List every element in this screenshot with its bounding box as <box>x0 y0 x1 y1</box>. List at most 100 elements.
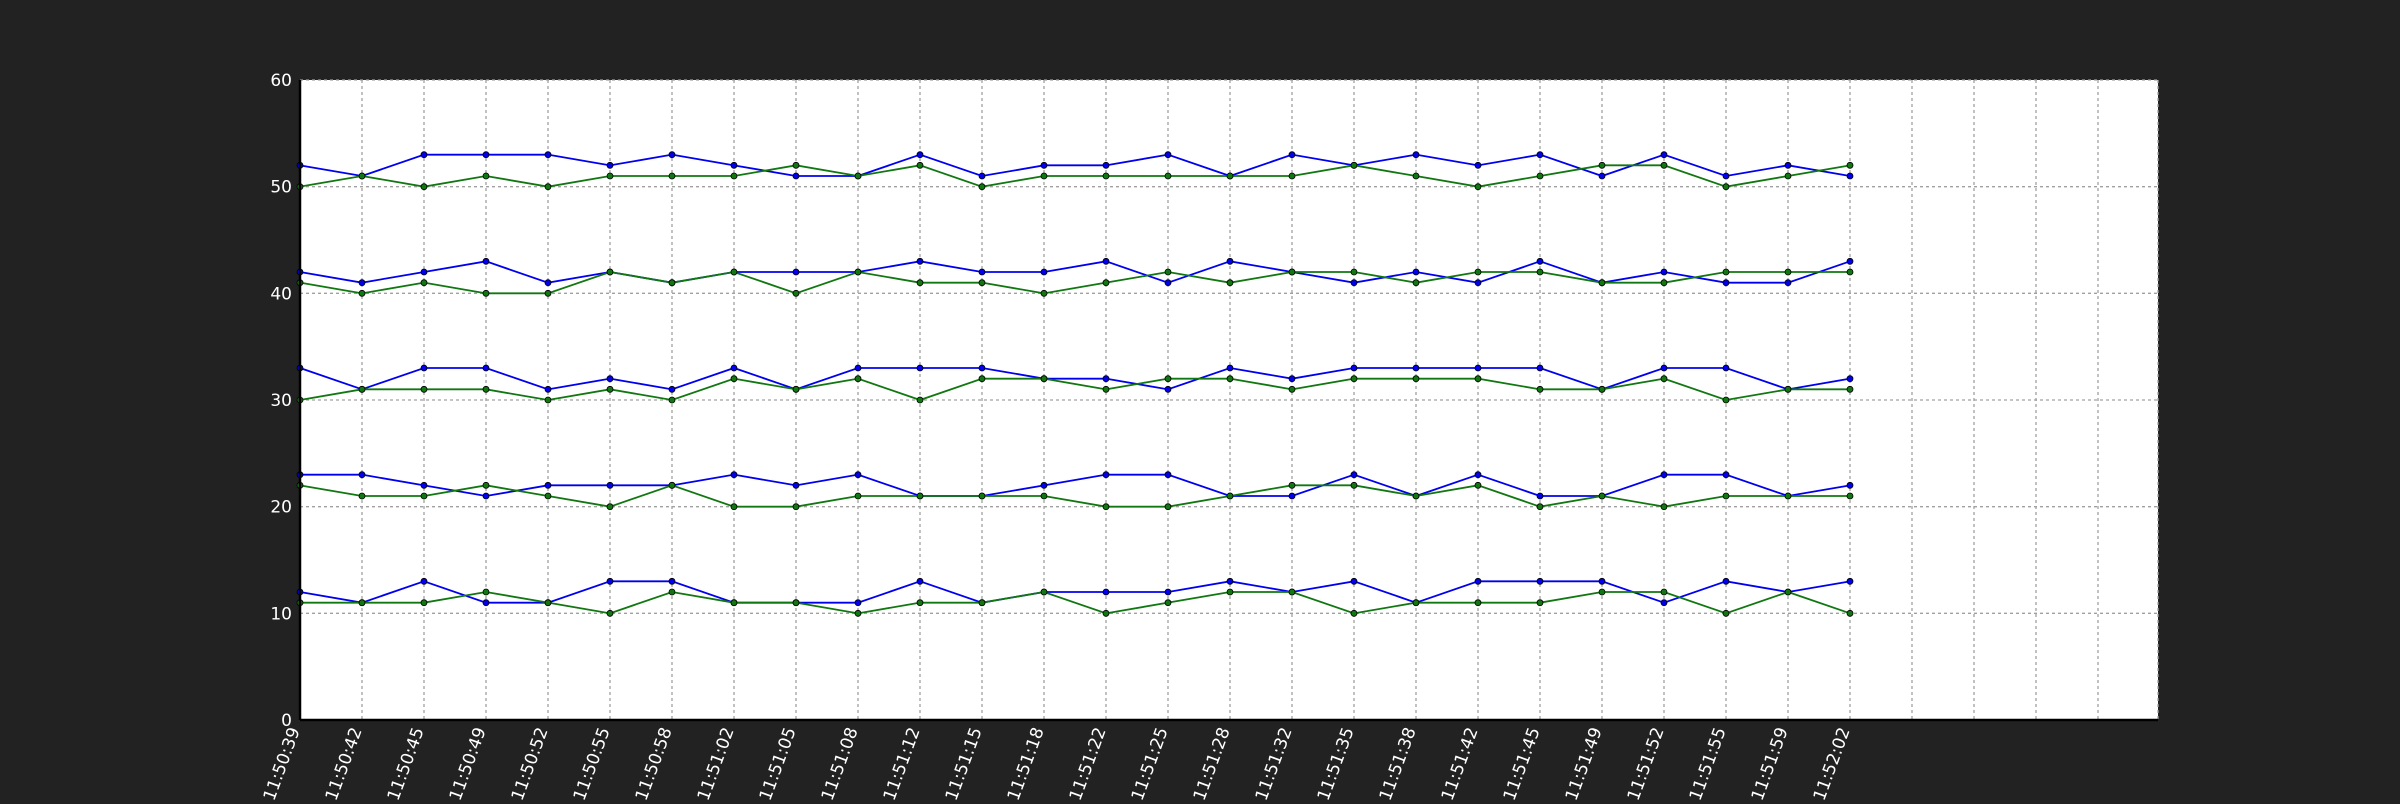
series-group <box>296 151 1854 617</box>
data-point <box>1536 364 1544 372</box>
data-point <box>1040 375 1048 383</box>
data-point <box>730 364 738 372</box>
data-point <box>1288 375 1296 383</box>
data-point <box>1164 279 1172 287</box>
data-point <box>1598 577 1606 585</box>
data-point <box>606 268 614 276</box>
data-point <box>668 172 676 180</box>
data-point <box>482 385 490 393</box>
data-point <box>1040 161 1048 169</box>
series-line <box>299 153 1851 177</box>
data-point <box>1040 289 1048 297</box>
data-point <box>1164 151 1172 159</box>
data-point <box>1722 471 1730 479</box>
data-point <box>1598 492 1606 500</box>
data-point <box>482 599 490 607</box>
data-point <box>1226 577 1234 585</box>
data-point <box>1164 503 1172 511</box>
data-point <box>1102 503 1110 511</box>
data-point <box>668 279 676 287</box>
data-point <box>1226 492 1234 500</box>
data-point <box>1474 481 1482 489</box>
y-tick-label: 30 <box>270 391 292 411</box>
data-point <box>1102 471 1110 479</box>
data-point <box>1660 375 1668 383</box>
data-point <box>358 599 366 607</box>
data-point <box>916 577 924 585</box>
data-point <box>420 279 428 287</box>
data-point <box>1474 577 1482 585</box>
data-point <box>668 481 676 489</box>
data-point <box>358 492 366 500</box>
data-point <box>1722 609 1730 617</box>
data-point <box>1474 268 1482 276</box>
data-point <box>358 385 366 393</box>
data-point <box>420 151 428 159</box>
data-point <box>1722 183 1730 191</box>
data-point <box>1536 268 1544 276</box>
data-point <box>1350 268 1358 276</box>
data-point <box>1040 481 1048 489</box>
series-2 <box>296 588 1854 617</box>
data-point <box>1350 279 1358 287</box>
data-point <box>606 172 614 180</box>
series-4 <box>296 481 1854 511</box>
data-point <box>792 481 800 489</box>
data-point <box>1536 577 1544 585</box>
data-point <box>544 151 552 159</box>
series-line <box>299 377 1850 401</box>
data-point <box>420 492 428 500</box>
data-point <box>1040 172 1048 180</box>
data-point <box>1536 151 1544 159</box>
data-point <box>916 599 924 607</box>
data-point <box>1846 375 1854 383</box>
data-point <box>854 609 862 617</box>
data-point <box>916 364 924 372</box>
data-point <box>730 503 738 511</box>
data-point <box>1102 588 1110 596</box>
data-point <box>1288 151 1296 159</box>
data-point <box>1164 375 1172 383</box>
data-point <box>606 577 614 585</box>
data-point <box>854 268 862 276</box>
y-tick-labels: 0 10 20 30 40 50 60 <box>270 71 292 731</box>
data-point <box>544 183 552 191</box>
data-point <box>1474 375 1482 383</box>
data-point <box>916 396 924 404</box>
data-point <box>668 577 676 585</box>
data-point <box>1226 257 1234 265</box>
data-point <box>854 364 862 372</box>
data-point <box>1536 172 1544 180</box>
data-point <box>1102 385 1110 393</box>
data-point <box>1598 161 1606 169</box>
data-point <box>1846 385 1854 393</box>
data-point <box>544 279 552 287</box>
data-point <box>482 257 490 265</box>
data-point <box>1784 492 1792 500</box>
data-point <box>1784 172 1792 180</box>
data-point <box>1350 481 1358 489</box>
data-point <box>1536 492 1544 500</box>
data-point <box>606 481 614 489</box>
data-point <box>1412 268 1420 276</box>
data-point <box>978 172 986 180</box>
data-point <box>1288 268 1296 276</box>
data-point <box>1040 268 1048 276</box>
data-point <box>1722 492 1730 500</box>
y-tick-label: 60 <box>270 71 292 91</box>
data-point <box>1474 183 1482 191</box>
data-point <box>606 609 614 617</box>
data-point <box>420 481 428 489</box>
data-point <box>544 289 552 297</box>
data-point <box>420 364 428 372</box>
data-point <box>1350 364 1358 372</box>
data-point <box>792 599 800 607</box>
data-point <box>854 375 862 383</box>
data-point <box>1598 385 1606 393</box>
data-point <box>1288 172 1296 180</box>
data-point <box>1598 588 1606 596</box>
y-tick-label: 50 <box>270 178 292 198</box>
data-point <box>1412 151 1420 159</box>
data-point <box>978 183 986 191</box>
data-point <box>1164 471 1172 479</box>
